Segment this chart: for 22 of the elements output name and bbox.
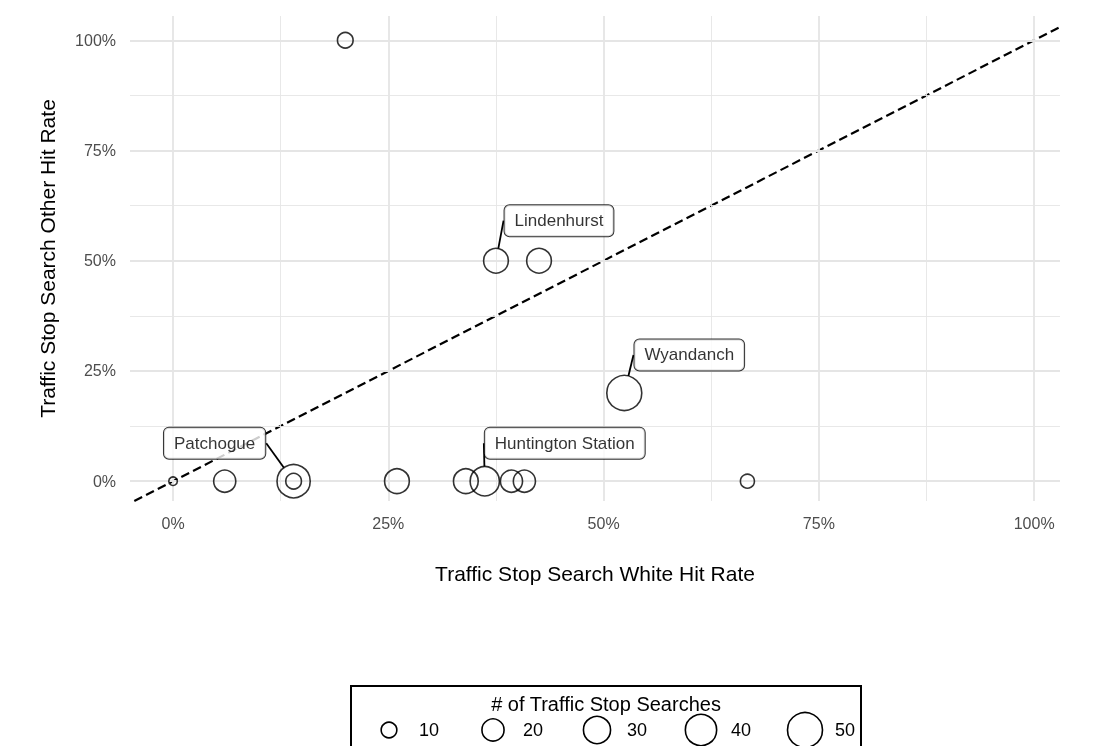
y-tick-label: 50%: [83, 252, 116, 270]
x-tick-label: 75%: [802, 514, 835, 532]
x-tick-label: 100%: [1013, 514, 1055, 532]
y-axis-title: Traffic Stop Search Other Hit Rate: [36, 99, 59, 418]
legend-title: # of Traffic Stop Searches: [491, 693, 721, 715]
legend-label: 10: [418, 720, 440, 740]
annotation: Lindenhurst: [514, 211, 604, 231]
x-axis-title: Traffic Stop Search White Hit Rate: [435, 562, 755, 585]
legend-label: 30: [626, 720, 648, 740]
y-tick-label: 75%: [83, 141, 116, 159]
annotation: Patchogue: [173, 433, 256, 453]
x-tick-label: 50%: [587, 514, 620, 532]
annotation: Huntington Station: [494, 433, 635, 453]
x-tick-label: 0%: [161, 514, 185, 532]
y-tick-label: 0%: [92, 472, 116, 490]
y-tick-label: 100%: [75, 31, 116, 49]
x-tick-label: 25%: [372, 514, 405, 532]
annotation: Wyandanch: [644, 345, 735, 365]
legend-label: 20: [522, 720, 544, 740]
legend-label: 40: [730, 720, 752, 740]
legend-label: 50: [834, 720, 856, 740]
y-tick-label: 25%: [83, 362, 116, 380]
